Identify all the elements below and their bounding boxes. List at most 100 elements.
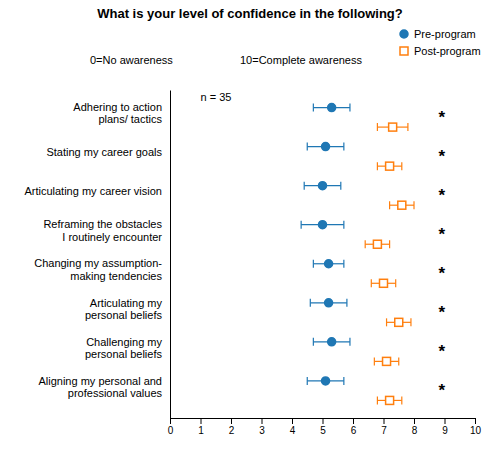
error-cap-high xyxy=(349,104,350,112)
y-tick-label-line: professional values xyxy=(68,387,163,399)
point xyxy=(398,201,406,209)
y-axis-line xyxy=(170,91,171,419)
point xyxy=(380,279,388,287)
error-cap-low xyxy=(313,338,314,346)
y-tick-label: Articulating mypersonal beliefs xyxy=(85,297,163,321)
x-tick: 10 xyxy=(470,418,482,436)
y-tick-label: Stating my career goals xyxy=(46,146,162,158)
error-cap-high xyxy=(395,279,396,287)
x-tick-label: 0 xyxy=(168,425,174,436)
error-cap-low xyxy=(374,357,375,365)
error-cap-low xyxy=(304,182,305,190)
point xyxy=(322,143,330,151)
y-tick-label: Changing my assumption-making tendencies xyxy=(34,257,162,281)
error-cap-low xyxy=(307,377,308,385)
significance-mark: * xyxy=(438,342,445,361)
x-tick-mark xyxy=(475,418,476,424)
legend-symbol xyxy=(400,47,408,55)
x-tick-label: 3 xyxy=(259,425,265,436)
point xyxy=(386,396,394,404)
legend-label: Pre-program xyxy=(414,28,476,40)
point xyxy=(319,221,327,229)
x-tick-mark xyxy=(170,418,171,424)
point xyxy=(383,357,391,365)
significance-mark: * xyxy=(438,225,445,244)
error-cap-high xyxy=(340,182,341,190)
chart: What is your level of confidence in the … xyxy=(0,0,500,450)
error-cap-high xyxy=(349,338,350,346)
y-tick-label: Adhering to actionplans/ tactics xyxy=(73,101,162,125)
plot-area xyxy=(301,104,414,405)
y-tick-label-line: Articulating my career vision xyxy=(24,185,162,197)
y-tick-label: Challenging mypersonal beliefs xyxy=(85,336,163,360)
y-tick-label-line: Reframing the obstacles xyxy=(43,218,162,230)
point xyxy=(322,377,330,385)
x-tick: 7 xyxy=(381,418,387,436)
x-axis: 012345678910 xyxy=(168,418,482,436)
subtitle: 0=No awareness xyxy=(90,54,173,66)
point xyxy=(328,338,336,346)
x-tick-mark xyxy=(353,418,354,424)
error-cap-low xyxy=(389,201,390,209)
error-cap-high xyxy=(346,299,347,307)
error-cap-low xyxy=(377,162,378,170)
x-tick: 1 xyxy=(198,418,204,436)
x-tick-mark xyxy=(445,418,446,424)
legend-symbol xyxy=(400,30,408,38)
significance-mark: * xyxy=(438,303,445,322)
error-cap-low xyxy=(307,143,308,151)
x-tick-mark xyxy=(384,418,385,424)
y-tick-label-line: Adhering to action xyxy=(73,101,162,113)
error-cap-low xyxy=(377,123,378,131)
x-tick-mark xyxy=(323,418,324,424)
x-tick-label: 9 xyxy=(442,425,448,436)
y-tick: Articulating mypersonal beliefs xyxy=(85,297,170,321)
x-tick-label: 5 xyxy=(320,425,326,436)
point xyxy=(395,318,403,326)
x-tick: 0 xyxy=(168,418,174,436)
error-cap-low xyxy=(371,279,372,287)
y-tick-label-line: Articulating my xyxy=(90,297,163,309)
y-tick-label-line: personal beliefs xyxy=(85,348,163,360)
x-tick-label: 7 xyxy=(381,425,387,436)
point xyxy=(389,123,397,131)
y-tick: Stating my career goals xyxy=(46,146,170,158)
y-tick: Challenging mypersonal beliefs xyxy=(85,336,170,360)
y-tick-label-line: Stating my career goals xyxy=(46,146,162,158)
error-cap-low xyxy=(310,299,311,307)
x-tick-label: 2 xyxy=(229,425,235,436)
y-tick-label: Reframing the obstaclesI routinely encou… xyxy=(43,218,162,242)
x-tick-mark xyxy=(231,418,232,424)
error-cap-low xyxy=(313,104,314,112)
point xyxy=(325,299,333,307)
x-tick-mark xyxy=(262,418,263,424)
error-cap-high xyxy=(389,240,390,248)
error-cap-high xyxy=(343,377,344,385)
y-tick-label-line: making tendencies xyxy=(70,270,162,282)
y-tick-label-line: plans/ tactics xyxy=(98,113,162,125)
series xyxy=(301,104,350,385)
significance-mark: * xyxy=(438,186,445,205)
y-tick-label: Articulating my career vision xyxy=(24,185,162,197)
significance-mark: * xyxy=(438,381,445,400)
error-cap-high xyxy=(413,201,414,209)
x-axis-line xyxy=(171,419,476,425)
point xyxy=(386,162,394,170)
y-tick: Reframing the obstaclesI routinely encou… xyxy=(43,218,170,242)
error-cap-high xyxy=(398,357,399,365)
subtitle: 10=Complete awareness xyxy=(240,54,362,66)
error-cap-high xyxy=(407,123,408,131)
y-tick-label-line: Aligning my personal and xyxy=(38,375,162,387)
x-tick-mark xyxy=(201,418,202,424)
legend: Pre-programPost-program xyxy=(400,28,481,57)
x-tick-label: 8 xyxy=(412,425,418,436)
y-tick-label-line: personal beliefs xyxy=(85,309,163,321)
x-tick: 6 xyxy=(351,418,357,436)
y-tick: Aligning my personal andprofessional val… xyxy=(38,375,170,399)
error-cap-high xyxy=(343,143,344,151)
x-tick-label: 10 xyxy=(470,425,482,436)
y-tick-label-line: Challenging my xyxy=(86,336,162,348)
error-cap-high xyxy=(410,318,411,326)
x-tick: 5 xyxy=(320,418,326,436)
x-tick-mark xyxy=(292,418,293,424)
